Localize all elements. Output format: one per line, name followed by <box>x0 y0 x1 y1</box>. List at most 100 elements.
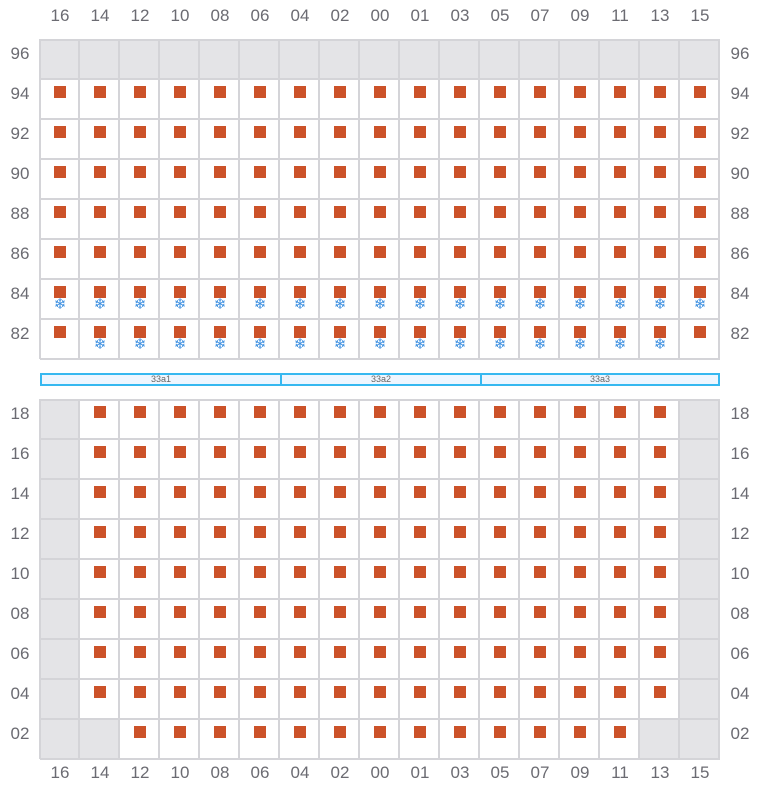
grid-cell[interactable]: ❄ <box>240 320 280 360</box>
grid-cell[interactable] <box>280 80 320 120</box>
grid-cell[interactable] <box>320 160 360 200</box>
grid-cell[interactable] <box>240 160 280 200</box>
grid-cell[interactable] <box>520 200 560 240</box>
grid-cell[interactable] <box>560 440 600 480</box>
grid-cell[interactable] <box>640 640 680 680</box>
grid-cell[interactable] <box>640 600 680 640</box>
zone-bar[interactable]: 33a2 <box>280 373 482 386</box>
grid-cell[interactable] <box>640 480 680 520</box>
grid-cell[interactable] <box>280 200 320 240</box>
grid-cell[interactable] <box>160 640 200 680</box>
grid-cell[interactable] <box>560 720 600 760</box>
grid-cell[interactable] <box>40 80 80 120</box>
grid-cell[interactable] <box>560 400 600 440</box>
grid-cell[interactable] <box>200 440 240 480</box>
grid-cell[interactable] <box>320 80 360 120</box>
grid-cell[interactable] <box>400 80 440 120</box>
grid-cell[interactable]: ❄ <box>400 280 440 320</box>
grid-cell[interactable] <box>320 680 360 720</box>
grid-cell[interactable] <box>360 440 400 480</box>
grid-cell[interactable] <box>400 480 440 520</box>
grid-cell[interactable] <box>640 240 680 280</box>
grid-cell[interactable] <box>80 640 120 680</box>
grid-cell[interactable]: ❄ <box>200 320 240 360</box>
grid-cell[interactable] <box>520 120 560 160</box>
grid-cell[interactable] <box>360 600 400 640</box>
grid-cell[interactable] <box>160 200 200 240</box>
grid-cell[interactable] <box>80 600 120 640</box>
grid-cell[interactable] <box>80 120 120 160</box>
grid-cell[interactable] <box>120 480 160 520</box>
grid-cell[interactable] <box>680 160 720 200</box>
grid-cell[interactable]: ❄ <box>320 320 360 360</box>
grid-cell[interactable] <box>440 200 480 240</box>
grid-cell[interactable]: ❄ <box>80 320 120 360</box>
grid-cell[interactable] <box>520 640 560 680</box>
grid-cell[interactable] <box>80 560 120 600</box>
grid-cell[interactable] <box>640 160 680 200</box>
grid-cell[interactable] <box>640 560 680 600</box>
grid-cell[interactable] <box>320 200 360 240</box>
grid-cell[interactable] <box>320 640 360 680</box>
grid-cell[interactable] <box>80 160 120 200</box>
grid-cell[interactable] <box>360 520 400 560</box>
grid-cell[interactable] <box>520 240 560 280</box>
grid-cell[interactable] <box>120 440 160 480</box>
grid-cell[interactable] <box>40 120 80 160</box>
grid-cell[interactable] <box>520 440 560 480</box>
grid-cell[interactable] <box>400 120 440 160</box>
grid-cell[interactable] <box>80 680 120 720</box>
grid-cell[interactable] <box>600 480 640 520</box>
grid-cell[interactable]: ❄ <box>360 280 400 320</box>
grid-cell[interactable]: ❄ <box>360 320 400 360</box>
grid-cell[interactable] <box>280 440 320 480</box>
grid-cell[interactable] <box>40 160 80 200</box>
grid-cell[interactable] <box>200 720 240 760</box>
grid-cell[interactable] <box>480 200 520 240</box>
grid-cell[interactable] <box>280 680 320 720</box>
grid-cell[interactable] <box>280 720 320 760</box>
grid-cell[interactable] <box>480 80 520 120</box>
grid-cell[interactable] <box>680 200 720 240</box>
grid-cell[interactable] <box>160 520 200 560</box>
grid-cell[interactable] <box>200 120 240 160</box>
grid-cell[interactable] <box>560 200 600 240</box>
grid-cell[interactable] <box>40 240 80 280</box>
grid-cell[interactable] <box>400 640 440 680</box>
grid-cell[interactable] <box>240 720 280 760</box>
grid-cell[interactable] <box>360 80 400 120</box>
grid-cell[interactable] <box>200 640 240 680</box>
grid-cell[interactable]: ❄ <box>440 280 480 320</box>
grid-cell[interactable]: ❄ <box>320 280 360 320</box>
grid-cell[interactable] <box>480 560 520 600</box>
zone-bar[interactable]: 33a1 <box>40 373 282 386</box>
grid-cell[interactable] <box>600 200 640 240</box>
grid-cell[interactable] <box>600 680 640 720</box>
grid-cell[interactable] <box>240 80 280 120</box>
grid-cell[interactable] <box>200 480 240 520</box>
grid-cell[interactable] <box>640 120 680 160</box>
grid-cell[interactable] <box>120 80 160 120</box>
grid-cell[interactable]: ❄ <box>520 280 560 320</box>
grid-cell[interactable] <box>680 120 720 160</box>
grid-cell[interactable] <box>600 80 640 120</box>
grid-cell[interactable]: ❄ <box>440 320 480 360</box>
grid-cell[interactable] <box>480 240 520 280</box>
grid-cell[interactable] <box>440 560 480 600</box>
grid-cell[interactable] <box>80 480 120 520</box>
grid-cell[interactable]: ❄ <box>280 280 320 320</box>
grid-cell[interactable] <box>200 200 240 240</box>
grid-cell[interactable] <box>440 120 480 160</box>
grid-cell[interactable] <box>680 320 720 360</box>
grid-cell[interactable] <box>560 240 600 280</box>
grid-cell[interactable] <box>520 600 560 640</box>
grid-cell[interactable] <box>600 160 640 200</box>
grid-cell[interactable] <box>560 160 600 200</box>
grid-cell[interactable] <box>600 440 640 480</box>
grid-cell[interactable] <box>80 400 120 440</box>
grid-cell[interactable] <box>160 120 200 160</box>
grid-cell[interactable] <box>560 600 600 640</box>
grid-cell[interactable] <box>520 160 560 200</box>
grid-cell[interactable] <box>560 120 600 160</box>
grid-cell[interactable] <box>120 240 160 280</box>
